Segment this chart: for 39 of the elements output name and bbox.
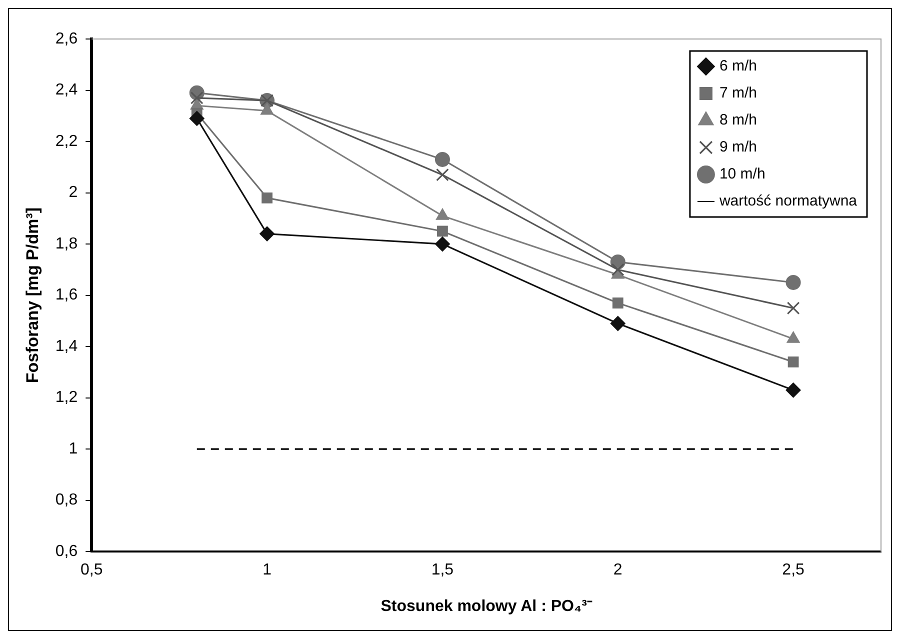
point <box>788 356 799 368</box>
y-tick-label: 1,2 <box>55 389 78 406</box>
legend-label: 6 m/h <box>719 58 757 75</box>
point <box>437 226 448 237</box>
y-tick-label: 0,6 <box>55 543 78 560</box>
x-tick-label: 2 <box>613 562 622 579</box>
point <box>611 263 624 276</box>
y-tick-label: 1,4 <box>55 338 78 355</box>
point <box>434 152 450 167</box>
point <box>262 192 273 204</box>
y-axis-title: Fosforany [mg P/dm³] <box>22 207 42 384</box>
point <box>786 382 801 398</box>
x-tick-label: 1,5 <box>431 562 454 579</box>
legend-label: 7 m/h <box>719 84 757 102</box>
point <box>610 316 626 331</box>
y-tick-label: 2,6 <box>55 30 78 48</box>
legend-label: 9 m/h <box>719 138 757 156</box>
legend-label: wartość normatywna <box>718 192 858 210</box>
y-tick-label: 2,2 <box>55 132 78 150</box>
legend-label: 10 m/h <box>719 166 766 183</box>
point <box>786 302 800 315</box>
point <box>434 236 450 252</box>
point <box>612 298 624 308</box>
legend-label: 8 m/h <box>719 112 757 129</box>
x-tick-label: 1 <box>262 562 272 579</box>
y-tick-label: 1 <box>68 440 78 458</box>
y-tick-label: 1,6 <box>55 286 78 304</box>
x-axis-title: Stosunek molowy Al : PO₄³⁻ <box>380 598 593 615</box>
y-tick-label: 1,8 <box>55 235 78 252</box>
y-tick-label: 0,8 <box>55 492 78 509</box>
point <box>189 110 204 126</box>
y-tick-label: 2,4 <box>55 82 78 99</box>
x-tick-label: 2,5 <box>782 562 805 579</box>
point <box>786 274 801 290</box>
point <box>260 226 275 242</box>
point <box>436 168 449 182</box>
point <box>190 91 204 104</box>
y-tick-label: 2 <box>68 184 78 202</box>
x-tick-label: 0,5 <box>80 562 103 579</box>
